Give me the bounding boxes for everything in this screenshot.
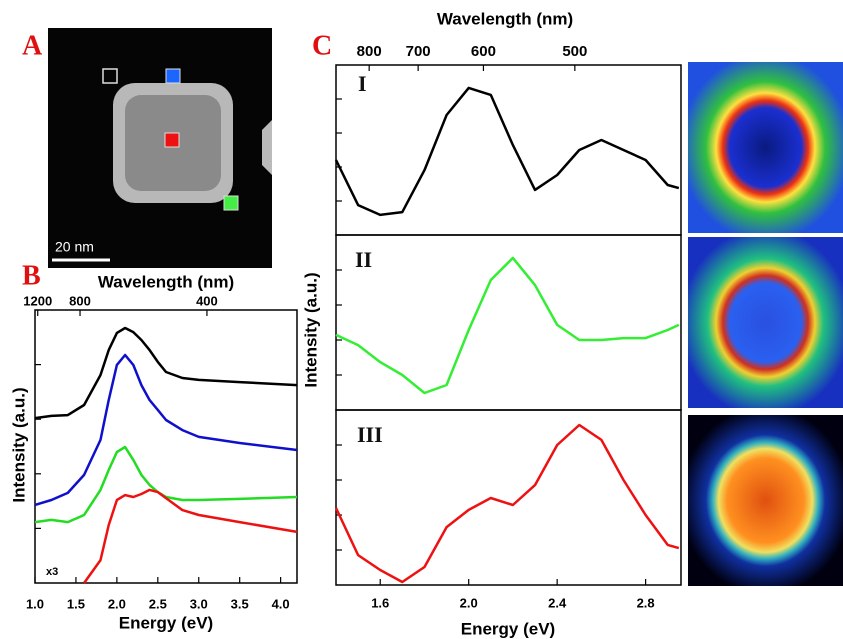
x2-tick-label: 1200 — [23, 293, 52, 308]
series-line — [34, 353, 298, 507]
plot-frame — [34, 309, 298, 584]
series-line — [34, 326, 298, 420]
x2-tick-label: 800 — [357, 43, 382, 60]
x-tick-label: 2.0 — [460, 595, 478, 610]
scale-bar-label: 20 nm — [55, 239, 94, 255]
x-tick-label: 3.0 — [190, 596, 208, 611]
curve-label: III — [357, 422, 383, 447]
x-tick-label: 1.6 — [371, 595, 389, 610]
series-line — [83, 488, 298, 584]
y-axis-title: Intensity (a.u.) — [301, 272, 320, 387]
panel-label: C — [312, 30, 332, 61]
series-line — [334, 86, 680, 217]
series-line — [334, 423, 680, 584]
maps — [688, 62, 843, 586]
x-tick-label: 4.0 — [272, 596, 290, 611]
x-tick-label: 2.8 — [637, 595, 655, 610]
x2-tick-label: 500 — [562, 43, 587, 60]
x-tick-label: 1.5 — [67, 596, 85, 611]
panel-label: A — [22, 30, 43, 61]
x-tick-label: 2.5 — [149, 596, 167, 611]
x-tick-label: 3.5 — [231, 596, 249, 611]
x-axis-title: Energy (eV) — [461, 619, 555, 638]
y-axis-title: Intensity (a.u.) — [9, 387, 28, 502]
curve-label: II — [355, 247, 372, 272]
x2-tick-label: 400 — [196, 293, 218, 308]
x2-axis-title: Wavelength (nm) — [98, 272, 234, 291]
x-tick-label: 2.0 — [108, 596, 126, 611]
micrograph: 20 nm — [48, 28, 272, 268]
plot-frame — [335, 64, 682, 236]
x2-tick-label: 700 — [406, 43, 431, 60]
x-tick-label: 2.4 — [548, 595, 567, 610]
annotation: x3 — [46, 566, 58, 578]
x-tick-label: 1.0 — [26, 596, 44, 611]
panel-label: B — [22, 260, 41, 291]
x2-axis-title: Wavelength (nm) — [437, 9, 573, 28]
curve-label: I — [358, 71, 367, 96]
series-line — [335, 256, 680, 395]
series-line — [34, 445, 298, 524]
x2-tick-label: 600 — [471, 43, 496, 60]
x-axis-title: Energy (eV) — [119, 613, 213, 632]
plot-frame — [335, 409, 682, 586]
x2-tick-label: 800 — [69, 293, 91, 308]
